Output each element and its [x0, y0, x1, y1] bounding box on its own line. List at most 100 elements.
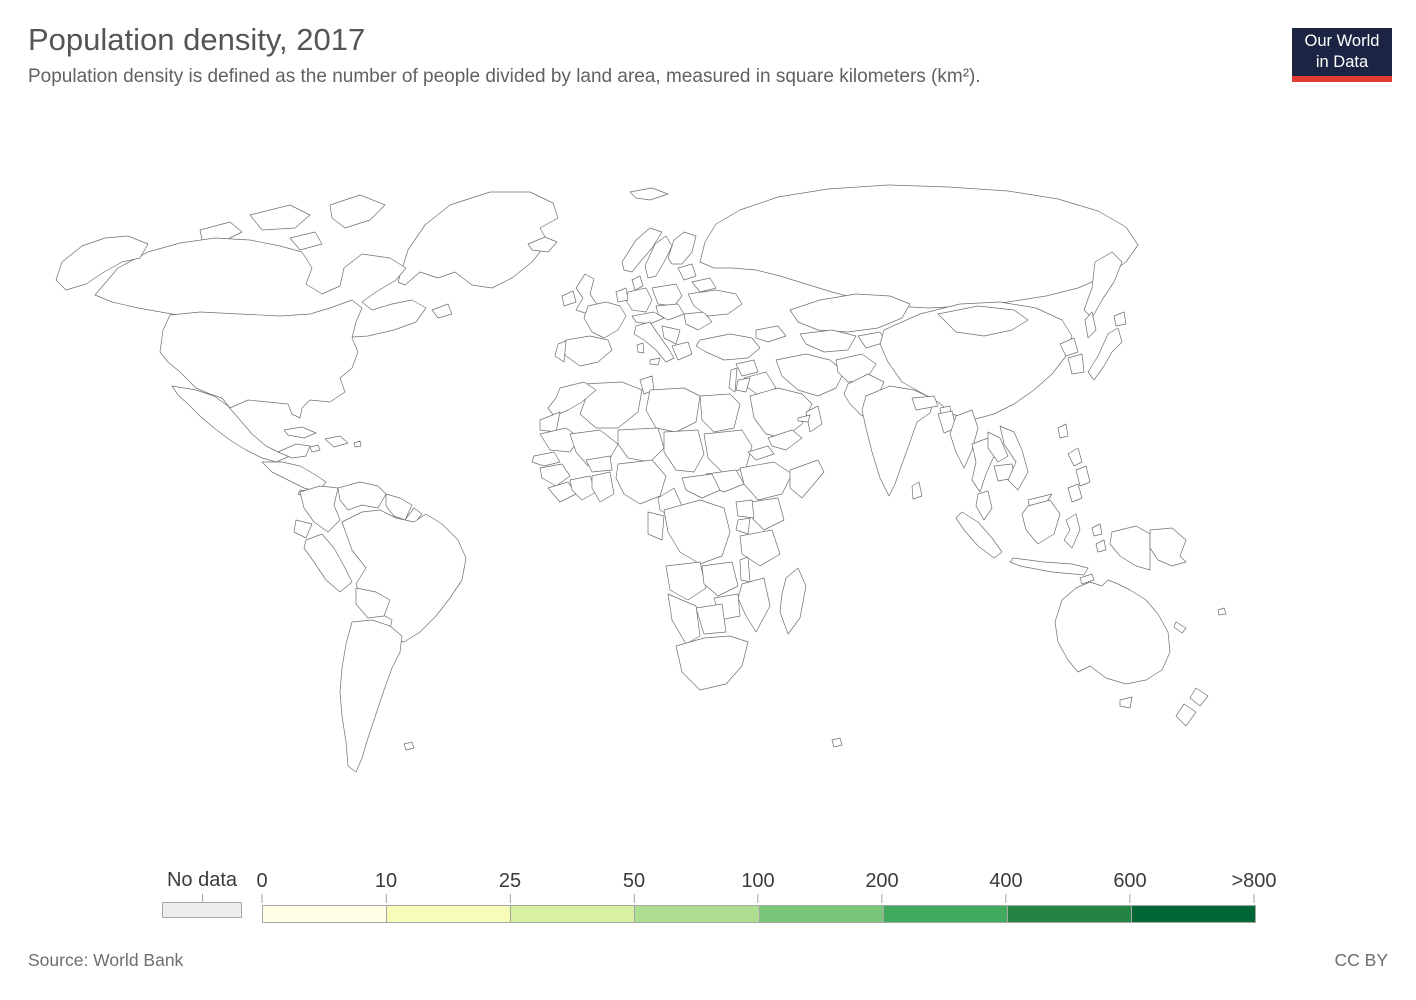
- country-baltics[interactable]: [677, 263, 697, 281]
- country-indonesia-moluccas[interactable]: [1095, 539, 1107, 553]
- country-angola[interactable]: [665, 561, 707, 601]
- country-alaska[interactable]: [55, 235, 149, 291]
- country-indonesia-moluccas[interactable]: [1091, 523, 1103, 537]
- country-peru[interactable]: [303, 533, 353, 593]
- country-puerto-rico[interactable]: [353, 440, 362, 448]
- country-finland[interactable]: [667, 231, 697, 265]
- country-australia[interactable]: [1054, 579, 1171, 685]
- country-russia-far-east[interactable]: [1083, 251, 1123, 319]
- country-madagascar[interactable]: [779, 567, 807, 635]
- legend-swatch-25-50[interactable]: [511, 906, 636, 922]
- country-philippines[interactable]: [1067, 483, 1083, 503]
- country-falklands[interactable]: [403, 741, 415, 751]
- country-central-african-republic[interactable]: [681, 473, 721, 499]
- country-new-zealand[interactable]: [1189, 687, 1209, 707]
- country-nepal[interactable]: [911, 395, 939, 411]
- country-colombia[interactable]: [299, 485, 341, 533]
- country-venezuela[interactable]: [337, 481, 387, 511]
- legend-swatch-600-800[interactable]: [1131, 906, 1255, 922]
- country-russia[interactable]: [699, 184, 1139, 309]
- country-italy-sicily[interactable]: [649, 357, 661, 366]
- country-balkans[interactable]: [661, 325, 681, 345]
- country-germany[interactable]: [625, 287, 653, 313]
- country-mexico[interactable]: [171, 385, 291, 463]
- country-kenya[interactable]: [749, 497, 785, 531]
- country-greece[interactable]: [671, 341, 693, 361]
- country-laos[interactable]: [987, 431, 1009, 463]
- country-namibia[interactable]: [667, 593, 701, 645]
- country-malawi[interactable]: [739, 556, 751, 583]
- country-central-asia[interactable]: [799, 329, 857, 353]
- country-rwanda-burundi[interactable]: [735, 517, 751, 535]
- country-cote-divoire[interactable]: [569, 475, 597, 501]
- country-newfoundland[interactable]: [431, 303, 453, 319]
- owid-logo[interactable]: Our World in Data: [1292, 28, 1392, 82]
- country-indonesia-sumatra[interactable]: [955, 511, 1003, 559]
- country-usa[interactable]: [159, 299, 363, 419]
- country-israel-lebanon[interactable]: [728, 367, 738, 393]
- legend-swatch-10-25[interactable]: [387, 906, 512, 922]
- country-canada-arctic[interactable]: [199, 221, 243, 243]
- country-fiji[interactable]: [1217, 607, 1227, 616]
- country-kazakhstan[interactable]: [789, 293, 911, 333]
- country-denmark[interactable]: [631, 275, 644, 291]
- country-senegal[interactable]: [531, 451, 561, 467]
- country-algeria[interactable]: [579, 381, 643, 429]
- country-turkey[interactable]: [695, 333, 761, 361]
- country-philippines[interactable]: [1067, 447, 1083, 467]
- country-new-zealand[interactable]: [1175, 703, 1197, 727]
- country-sakhalin[interactable]: [1084, 311, 1097, 339]
- country-new-caledonia[interactable]: [1173, 621, 1187, 634]
- country-saudi-arabia[interactable]: [749, 387, 813, 439]
- country-botswana[interactable]: [695, 603, 727, 635]
- country-syria[interactable]: [735, 359, 759, 377]
- country-uganda[interactable]: [735, 499, 755, 519]
- country-niger[interactable]: [617, 427, 665, 463]
- country-benelux[interactable]: [615, 287, 629, 303]
- country-taiwan[interactable]: [1057, 423, 1069, 439]
- country-jamaica[interactable]: [309, 444, 321, 453]
- country-norway[interactable]: [621, 227, 663, 273]
- country-papua-new-guinea[interactable]: [1149, 527, 1187, 567]
- country-egypt[interactable]: [699, 393, 741, 433]
- country-ukraine[interactable]: [687, 289, 743, 317]
- license-label[interactable]: CC BY: [1334, 950, 1388, 970]
- country-argentina-chile[interactable]: [339, 619, 403, 773]
- country-svalbard[interactable]: [629, 187, 669, 201]
- country-indonesia-borneo[interactable]: [1021, 499, 1061, 545]
- country-sweden[interactable]: [644, 235, 673, 279]
- country-libya[interactable]: [645, 387, 701, 433]
- country-somalia[interactable]: [789, 459, 825, 499]
- country-hispaniola[interactable]: [324, 435, 349, 448]
- country-uae[interactable]: [797, 414, 811, 423]
- country-malaysia[interactable]: [975, 490, 993, 521]
- country-tanzania[interactable]: [739, 529, 781, 567]
- country-indonesia-papua[interactable]: [1109, 525, 1151, 571]
- legend-swatch-200-400[interactable]: [883, 906, 1008, 922]
- country-japan[interactable]: [1087, 327, 1123, 381]
- country-greenland[interactable]: [397, 191, 559, 289]
- country-western-sahara[interactable]: [539, 411, 561, 433]
- country-nigeria[interactable]: [615, 459, 667, 505]
- country-mexico[interactable]: [277, 443, 311, 459]
- country-china[interactable]: [879, 301, 1073, 421]
- legend-no-data-swatch[interactable]: [162, 902, 242, 918]
- country-philippines[interactable]: [1075, 465, 1091, 487]
- country-ghana-togo[interactable]: [591, 471, 615, 503]
- country-poland[interactable]: [651, 283, 683, 307]
- country-cuba[interactable]: [283, 426, 317, 439]
- legend-swatch-0-10[interactable]: [263, 906, 388, 922]
- country-south-korea[interactable]: [1067, 353, 1085, 375]
- legend-swatch-50-100[interactable]: [635, 906, 760, 922]
- country-sri-lanka[interactable]: [911, 481, 923, 500]
- country-mozambique[interactable]: [737, 577, 771, 633]
- country-canada-arctic[interactable]: [249, 204, 311, 231]
- country-timor[interactable]: [1079, 573, 1095, 585]
- country-morocco[interactable]: [547, 381, 597, 417]
- country-mongolia[interactable]: [937, 305, 1029, 337]
- country-czech-hungary[interactable]: [655, 303, 685, 321]
- country-ecuador[interactable]: [293, 519, 313, 539]
- country-iran[interactable]: [775, 353, 845, 397]
- country-india[interactable]: [861, 385, 935, 497]
- country-iceland[interactable]: [527, 236, 558, 253]
